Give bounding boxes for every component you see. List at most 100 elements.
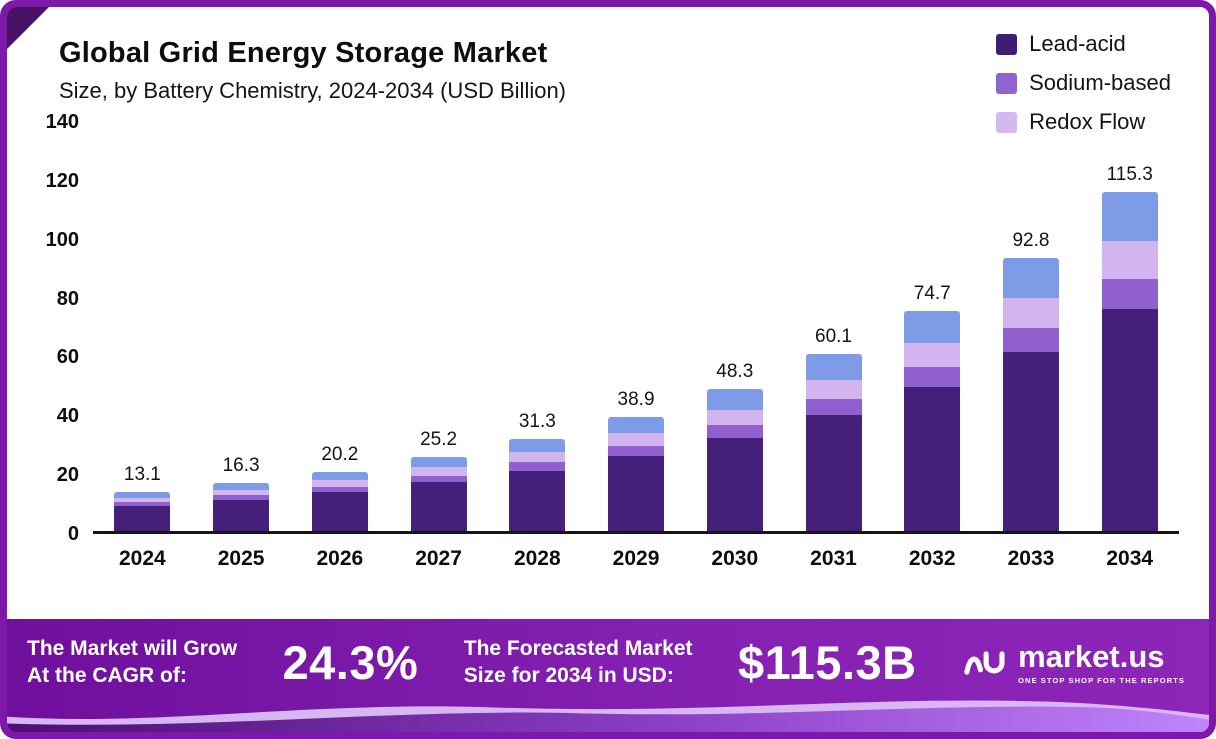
bar-value-label: 60.1	[815, 326, 852, 348]
bar-segment-lead-acid	[410, 482, 467, 531]
bar-column-2033: 92.8	[982, 122, 1081, 531]
y-tick-label: 0	[67, 523, 79, 545]
bar-segment-unlabeled-top-segment	[213, 483, 270, 490]
bar-column-2029: 38.9	[587, 122, 686, 531]
y-tick-label: 120	[45, 169, 79, 192]
y-tick-label: 60	[56, 346, 79, 369]
bar-column-2032: 74.7	[883, 122, 982, 531]
bar-value-label: 115.3	[1106, 163, 1153, 185]
x-axis-label-2025: 2025	[217, 547, 265, 570]
bar-column-2026: 20.2	[290, 122, 389, 531]
bar-stack	[608, 416, 665, 531]
bar-column-2034: 115.3	[1080, 122, 1179, 531]
marketus-logo-icon	[964, 650, 1005, 675]
bar-column-2025: 16.3	[192, 122, 291, 531]
bar-segment-lead-acid	[114, 505, 171, 531]
bar-stack	[706, 388, 763, 531]
bar-segment-redox-flow	[1002, 297, 1059, 328]
bar-stack	[805, 354, 862, 531]
bar-value-label: 48.3	[716, 360, 754, 382]
bar-segment-sodium-based	[311, 486, 368, 493]
bar-segment-sodium-based	[114, 502, 171, 506]
bar-segment-unlabeled-top-segment	[114, 492, 171, 499]
banner-content: The Market will Grow At the CAGR of: 24.…	[7, 619, 1209, 732]
bar-value-label: 92.8	[1012, 229, 1050, 251]
forecast-label-line2: Size for 2034 in USD:	[463, 663, 674, 687]
y-tick-label: 20	[56, 464, 79, 487]
brand-tagline: ONE STOP SHOP FOR THE REPORTS	[1018, 675, 1185, 685]
forecast-value: $115.3B	[737, 636, 917, 689]
bar-value-label: 16.3	[222, 455, 260, 477]
bar-segment-sodium-based	[509, 462, 566, 471]
bar-stack	[410, 456, 467, 531]
page-title: Global Grid Energy Storage Market	[59, 37, 548, 69]
bar-segment-redox-flow	[213, 489, 270, 496]
cagr-label: The Market will Grow At the CAGR of:	[27, 636, 237, 689]
bar-segment-lead-acid	[213, 499, 270, 531]
bar-segment-sodium-based	[1101, 278, 1158, 310]
brand-name: market.us	[1018, 638, 1165, 674]
bar-segment-redox-flow	[410, 467, 467, 476]
banner-wave-decoration	[7, 700, 1209, 732]
x-axis-labels: 2024 2025 2026 2027 2028 2029 2030 2031 2032 2033…	[93, 547, 1179, 579]
bar-column-2028: 31.3	[488, 122, 587, 531]
bottom-banner: The Market will Grow At the CAGR of: 24.…	[7, 619, 1209, 732]
chart-header: Global Grid Energy Storage Market Size, …	[7, 7, 1209, 134]
forecast-label: The Forecasted Market Size for 2034 in U…	[464, 636, 693, 689]
bar-stack	[1101, 191, 1158, 531]
bar-segment-unlabeled-top-segment	[410, 456, 467, 468]
bar-column-2030: 48.3	[685, 122, 784, 531]
bar-segment-unlabeled-top-segment	[1002, 257, 1059, 298]
legend-swatch	[996, 33, 1018, 55]
bar-segment-sodium-based	[410, 475, 467, 483]
chart-section: 0 20 40 60 80 100 120 140 13.1 16.3 20.2 25.2 31.3 3…	[7, 108, 1209, 619]
y-tick-label: 140	[45, 111, 79, 133]
corner-accent-triangle	[7, 7, 49, 49]
x-axis-label-2029: 2029	[612, 547, 660, 570]
bar-segment-unlabeled-top-segment	[311, 471, 368, 481]
bar-stack	[311, 471, 368, 531]
legend-item-sodium-based: Sodium-based	[996, 70, 1171, 96]
cagr-label-line2: At the CAGR of:	[27, 663, 187, 687]
bar-segment-unlabeled-top-segment	[805, 354, 862, 381]
bar-stack	[114, 492, 171, 531]
legend-swatch	[996, 72, 1018, 94]
x-axis-label-2028: 2028	[513, 547, 561, 570]
bar-value-label: 38.9	[617, 388, 655, 410]
plot-area: 13.1 16.3 20.2 25.2 31.3 38.9 48.3 60.1 74.7 92.8…	[93, 122, 1179, 534]
bar-segment-redox-flow	[311, 480, 368, 487]
y-tick-label: 100	[45, 228, 79, 251]
bar-segment-lead-acid	[805, 415, 862, 531]
legend-label: Sodium-based	[1029, 70, 1171, 95]
forecast-label-line1: The Forecasted Market	[463, 637, 693, 661]
cagr-value: 24.3%	[282, 636, 419, 689]
bar-segment-redox-flow	[904, 343, 961, 368]
y-axis: 0 20 40 60 80 100 120 140	[31, 111, 93, 545]
cagr-label-line1: The Market will Grow	[27, 637, 238, 661]
brand-text: market.us ONE STOP SHOP FOR THE REPORTS	[1018, 641, 1185, 685]
x-axis-label-2032: 2032	[908, 547, 956, 570]
bar-segment-lead-acid	[509, 470, 566, 531]
bar-segment-redox-flow	[1101, 241, 1158, 279]
bar-column-2024: 13.1	[93, 122, 192, 531]
marketus-brand: market.us ONE STOP SHOP FOR THE REPORTS	[962, 641, 1185, 685]
x-axis-label-2026: 2026	[316, 547, 364, 570]
legend-item-lead-acid: Lead-acid	[996, 31, 1171, 57]
x-axis-label-2030: 2030	[711, 547, 759, 570]
bar-value-label: 25.2	[420, 428, 458, 450]
y-tick-label: 80	[56, 287, 79, 310]
legend: Lead-acid Sodium-based Redox Flow	[996, 31, 1171, 135]
bar-value-label: 74.7	[913, 283, 951, 305]
bar-segment-lead-acid	[1002, 352, 1059, 531]
bar-segment-redox-flow	[509, 452, 566, 463]
bar-stack	[904, 311, 961, 531]
bar-segment-unlabeled-top-segment	[706, 388, 763, 410]
bar-segment-unlabeled-top-segment	[904, 311, 961, 344]
bar-stack	[1002, 257, 1059, 531]
bar-stack	[509, 438, 566, 531]
legend-label: Lead-acid	[1029, 31, 1126, 56]
bar-column-2031: 60.1	[784, 122, 883, 531]
chart-body: 0 20 40 60 80 100 120 140 13.1 16.3 20.2 25.2 31.3 3…	[31, 111, 1179, 579]
bar-segment-sodium-based	[213, 495, 270, 500]
